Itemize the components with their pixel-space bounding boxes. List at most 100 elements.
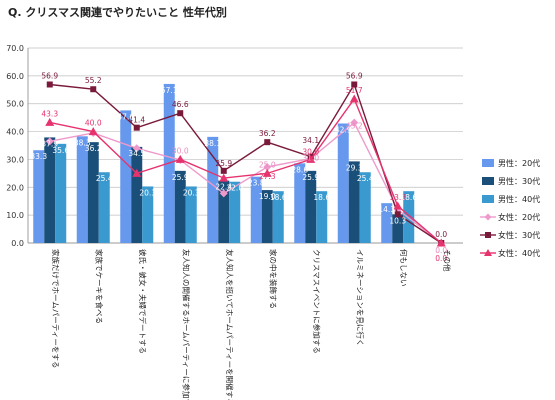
category-label: 家の中を装飾する	[268, 249, 278, 309]
data-label: 10.3	[389, 216, 406, 225]
point-marker	[132, 168, 142, 177]
bar	[272, 191, 284, 243]
point-marker	[394, 211, 401, 218]
data-label: 42.9	[335, 125, 352, 134]
data-label: 25.0	[259, 160, 276, 169]
data-label: 34.1	[302, 136, 319, 145]
bar	[305, 170, 317, 243]
point-marker	[219, 189, 228, 198]
data-label: 0.0	[435, 254, 447, 263]
point-marker	[177, 110, 184, 117]
category-label: 何もしない	[399, 249, 409, 287]
legend-marker	[485, 232, 491, 238]
legend-swatch	[482, 177, 494, 185]
data-label: 33.3	[30, 152, 47, 161]
point-marker	[132, 144, 141, 153]
data-label: 22.0	[226, 184, 243, 193]
category-label: 友人知人を招いてホームパーティーを開催する	[225, 249, 235, 400]
point-marker	[393, 201, 403, 210]
point-marker	[306, 154, 316, 163]
bar	[218, 180, 230, 243]
data-label: 37.9	[41, 139, 58, 148]
series-line	[49, 121, 442, 244]
data-label: 22.4	[215, 183, 232, 192]
bar	[131, 146, 143, 243]
data-label: 57.1	[161, 86, 178, 95]
data-label: 56.9	[41, 71, 58, 80]
data-label: 14.3	[378, 205, 395, 214]
bar	[392, 214, 404, 243]
point-marker	[175, 154, 185, 163]
category-label: 家族だけでホームパーティーをする	[51, 249, 61, 368]
data-label: 29.3	[346, 163, 363, 172]
point-marker	[90, 86, 97, 93]
data-label: 13.3	[389, 193, 406, 202]
y-tick-label: 70.0	[6, 44, 24, 53]
point-marker	[262, 168, 272, 177]
data-label: 43.2	[346, 122, 363, 131]
legend-marker	[484, 213, 492, 221]
bar	[120, 110, 132, 244]
data-label: 40.0	[85, 119, 102, 128]
bar	[337, 123, 349, 243]
point-marker	[45, 117, 55, 126]
series-line	[49, 82, 442, 244]
data-label: 47.6	[117, 112, 134, 121]
bar	[316, 191, 328, 243]
data-label: 18.6	[400, 193, 417, 202]
legend-marker	[484, 249, 492, 256]
data-label: 38.3	[74, 138, 91, 147]
data-labels: 56.943.333.337.935.655.240.038.336.225.4…	[30, 71, 447, 263]
data-label: 20.3	[139, 188, 156, 197]
point-marker	[436, 238, 446, 247]
bar	[174, 170, 186, 243]
bar	[33, 150, 45, 243]
y-tick-label: 60.0	[6, 72, 24, 81]
legend-label: 女性：30代	[498, 230, 540, 240]
y-tick-label: 40.0	[6, 128, 24, 137]
bar	[381, 203, 393, 243]
legend-label: 男性：30代	[498, 176, 540, 186]
point-marker	[351, 81, 358, 88]
category-label: その他	[442, 249, 452, 272]
data-label: 25.4	[96, 174, 113, 183]
point-marker	[46, 81, 53, 88]
bar	[87, 142, 99, 243]
legend-swatch	[482, 159, 494, 167]
series-line	[49, 97, 442, 244]
y-tick-label: 50.0	[6, 100, 24, 109]
bar	[185, 186, 197, 243]
data-label: 36.2	[85, 144, 102, 153]
data-label: 0.0	[435, 230, 447, 239]
y-tick-label: 20.0	[6, 183, 24, 192]
point-marker	[88, 127, 98, 136]
category-label: 家族でケーキを食べる	[94, 249, 104, 324]
legend-label: 男性：40代	[498, 194, 540, 204]
bar	[142, 186, 154, 243]
line-series	[45, 81, 446, 247]
data-label: 25.9	[172, 173, 189, 182]
bar	[229, 181, 241, 243]
data-label: 25.4	[357, 174, 374, 183]
data-label: 41.4	[128, 116, 145, 125]
legend-swatch	[482, 195, 494, 203]
category-label: 彼氏・彼女・夫婦でデートする	[138, 249, 148, 354]
data-label: 28.6	[291, 165, 308, 174]
point-marker	[264, 139, 271, 146]
category-label: 友人知人の開催するホームパーティーに参加する	[181, 249, 191, 400]
point-marker	[45, 137, 54, 146]
point-marker	[220, 167, 227, 174]
data-label: 18.6	[313, 193, 330, 202]
bar	[207, 136, 219, 243]
data-label: 56.9	[346, 71, 363, 80]
data-label: 25.9	[302, 173, 319, 182]
bar	[294, 163, 306, 243]
data-label: 27.3	[259, 172, 276, 181]
bar	[359, 172, 371, 243]
legend-label: 女性：40代	[498, 248, 540, 258]
point-marker	[263, 162, 272, 171]
bar	[98, 172, 110, 243]
bar	[348, 161, 360, 243]
